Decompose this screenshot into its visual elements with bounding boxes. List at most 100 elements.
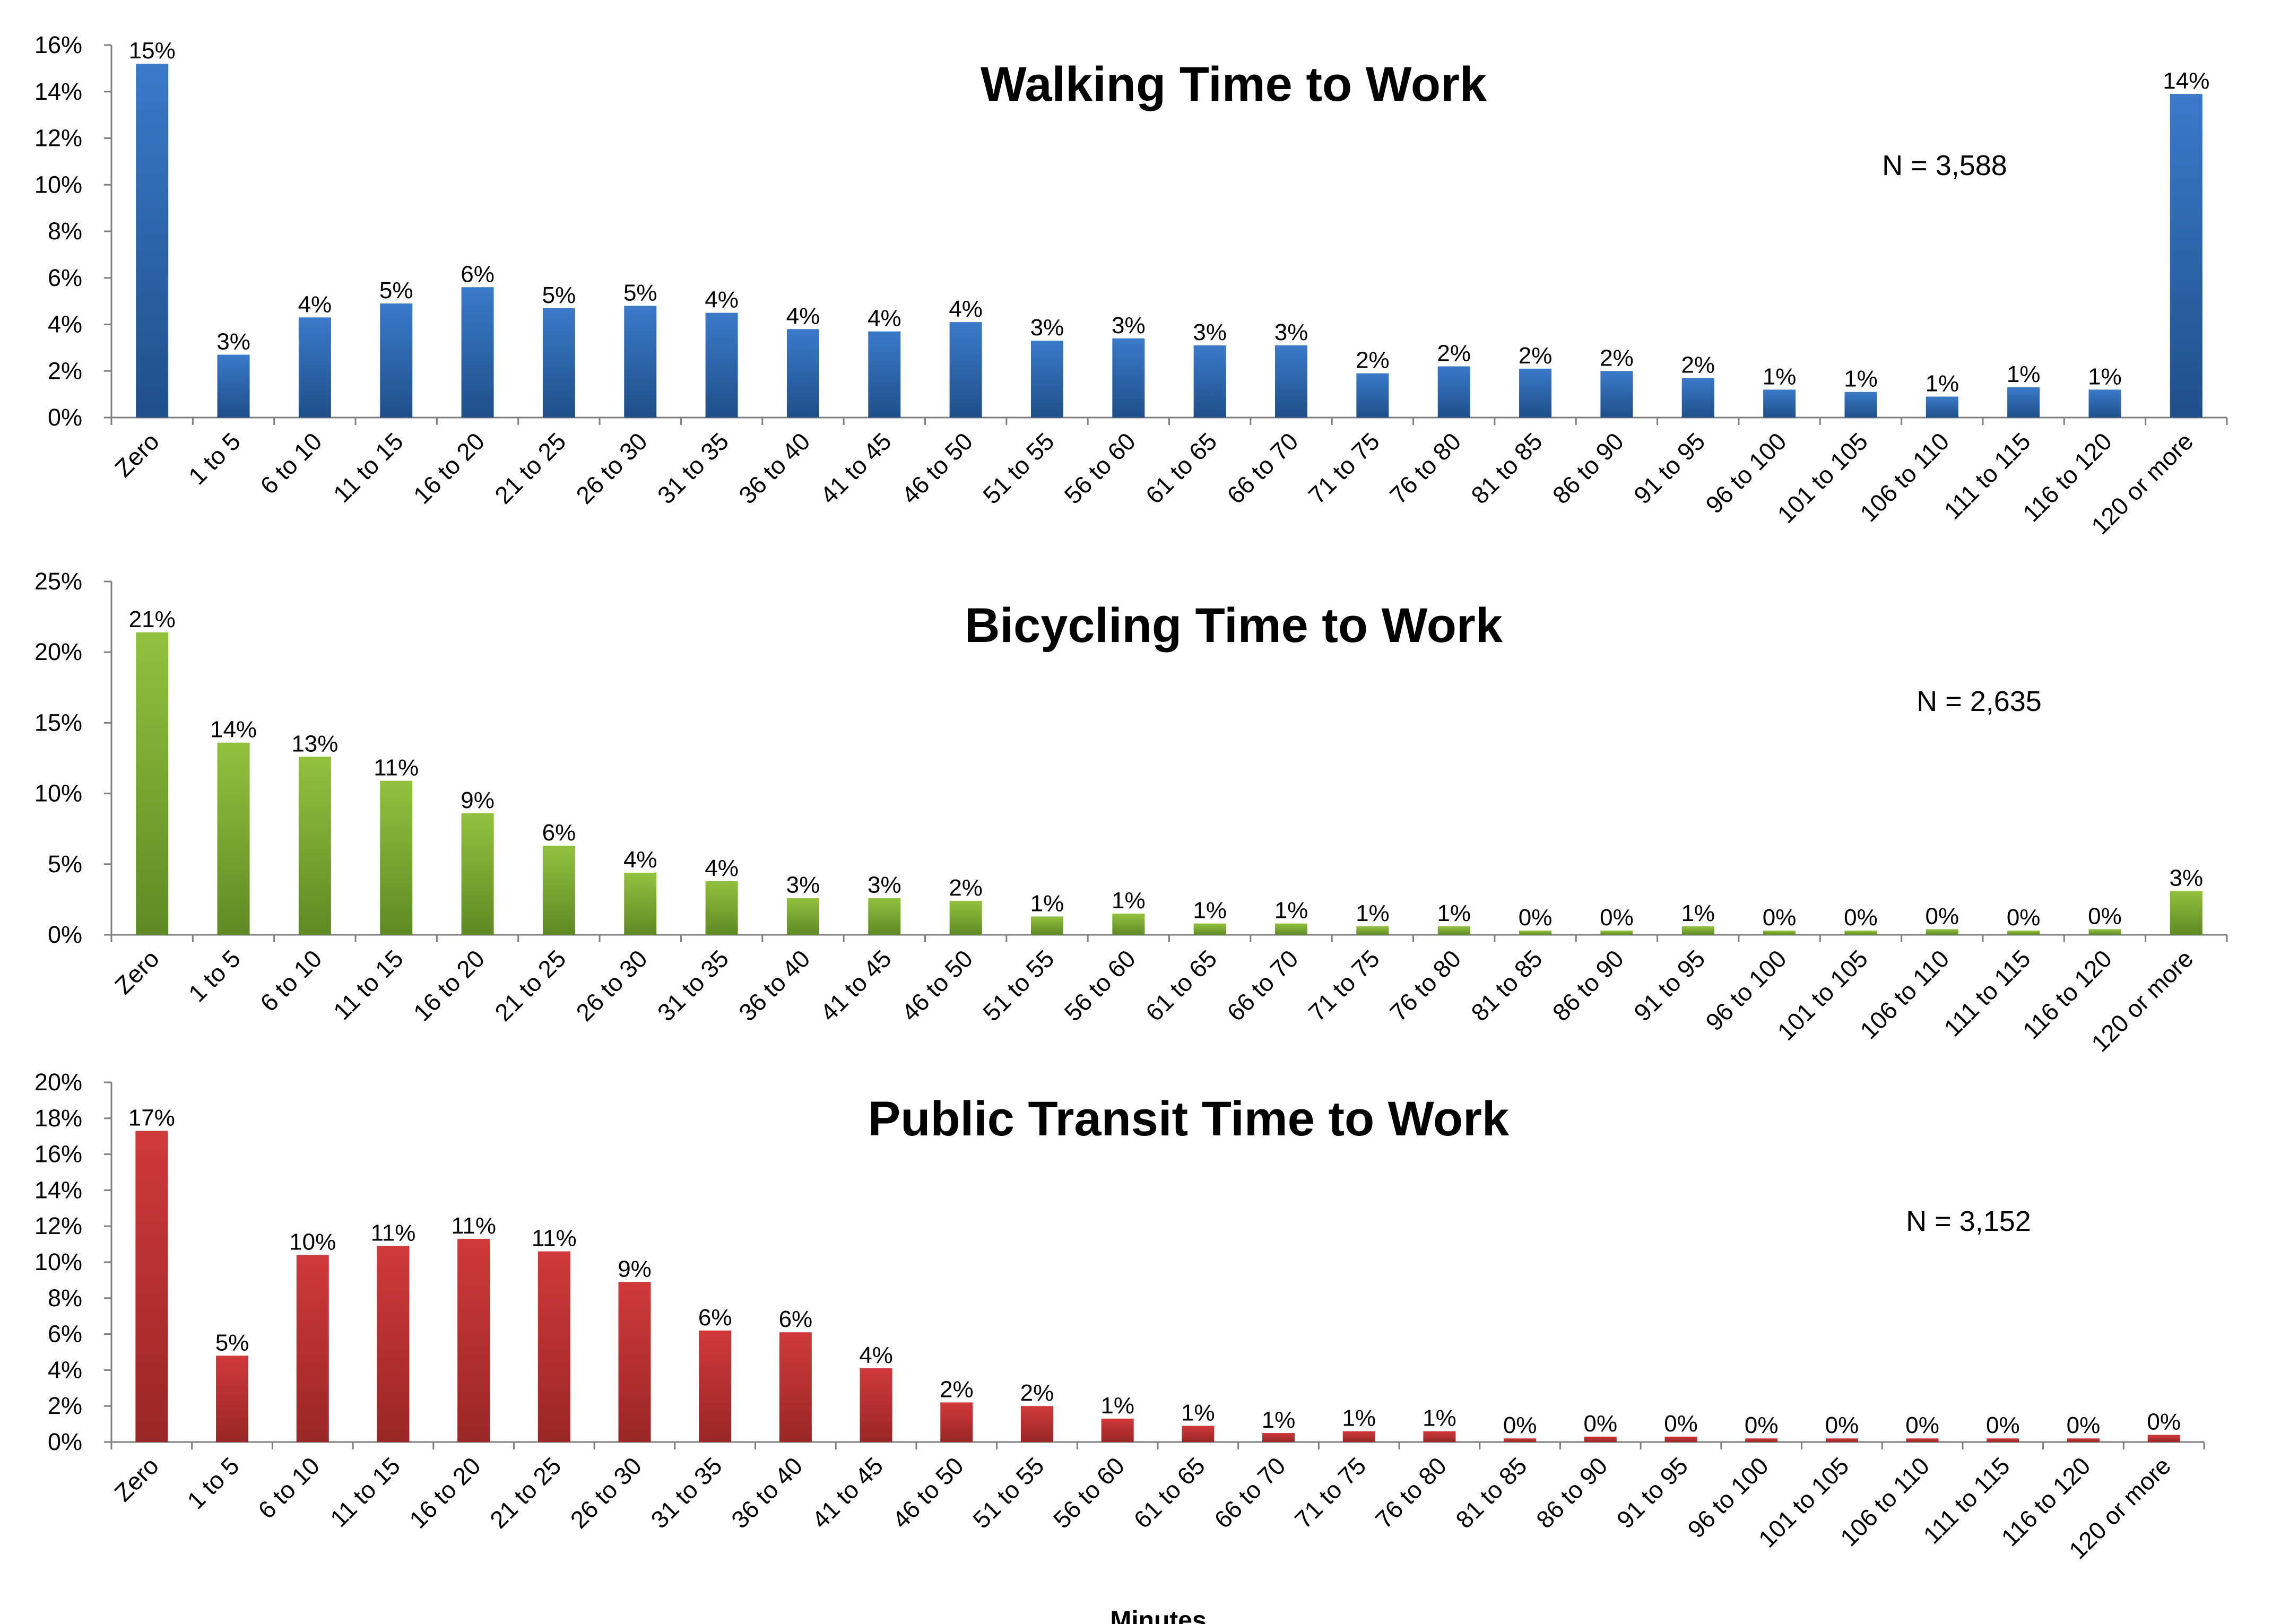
bicycling-data-label: 3% — [868, 872, 901, 898]
transit-y-tick-label: 2% — [48, 1392, 82, 1419]
walking-category-label: 91 to 95 — [1628, 427, 1710, 509]
walking-y-tick-label: 14% — [34, 78, 82, 105]
walking-y-tick-label: 0% — [48, 404, 82, 431]
bicycling-category-label: 91 to 95 — [1628, 944, 1710, 1026]
transit-category-label: 66 to 70 — [1209, 1452, 1290, 1533]
bicycling-bar — [136, 632, 169, 935]
transit-category-label: 76 to 80 — [1370, 1452, 1452, 1533]
transit-bar — [618, 1282, 651, 1442]
bicycling-category-label: 6 to 10 — [255, 944, 327, 1017]
walking-chart: Walking Time to Work N = 3,588 0% 2% 4% 6% 8… — [34, 31, 2228, 540]
walking-data-label: 2% — [1681, 352, 1715, 378]
transit-data-label: 1% — [1423, 1405, 1456, 1431]
walking-data-label: 4% — [298, 291, 332, 317]
bicycling-category-label: 31 to 35 — [652, 944, 734, 1026]
transit-data-label: 0% — [1825, 1412, 1859, 1438]
bicycling-category-label: 66 to 70 — [1221, 944, 1303, 1026]
walking-bar — [461, 287, 494, 418]
transit-bar — [1423, 1431, 1456, 1442]
walking-y-tick-label: 6% — [48, 264, 82, 291]
bicycling-bar — [1275, 923, 1308, 935]
walking-data-label: 6% — [461, 261, 495, 287]
bicycling-bar — [542, 846, 575, 935]
transit-category-label: 51 to 55 — [967, 1452, 1049, 1533]
transit-data-label: 5% — [215, 1330, 249, 1356]
walking-data-label: 3% — [1112, 312, 1146, 338]
bicycling-data-label: 4% — [623, 847, 657, 873]
transit-bar — [779, 1332, 812, 1442]
transit-chart-title: Public Transit Time to Work — [868, 1092, 1510, 1146]
bicycling-bar — [1681, 926, 1714, 935]
bicycling-y-tick-label: 10% — [34, 780, 82, 807]
transit-category-label: 61 to 65 — [1129, 1452, 1210, 1533]
transit-data-label: 10% — [289, 1229, 336, 1255]
bicycling-data-label: 0% — [1925, 903, 1959, 929]
bicycling-data-label: 2% — [949, 875, 983, 901]
transit-y-tick-label: 12% — [34, 1212, 82, 1239]
walking-category-label: 86 to 90 — [1547, 427, 1629, 509]
walking-category-label: 16 to 20 — [408, 427, 490, 509]
transit-data-label: 0% — [1503, 1412, 1537, 1438]
transit-bar — [1020, 1406, 1053, 1442]
walking-data-label: 15% — [129, 38, 176, 64]
transit-category-label: 81 to 85 — [1450, 1452, 1532, 1533]
bicycling-bar — [1437, 926, 1470, 935]
transit-data-label: 1% — [1100, 1393, 1134, 1419]
bicycling-category-label: 61 to 65 — [1140, 944, 1222, 1026]
walking-category-label: 41 to 45 — [815, 427, 897, 509]
transit-category-label: 31 to 35 — [645, 1452, 727, 1533]
bicycling-bar — [461, 813, 494, 935]
walking-category-label: 6 to 10 — [255, 427, 327, 499]
walking-data-label: 4% — [705, 287, 739, 313]
transit-category-label: 11 to 15 — [325, 1452, 405, 1532]
transit-category-label: 71 to 75 — [1289, 1452, 1371, 1533]
transit-bar — [1182, 1426, 1215, 1442]
transit-data-label: 6% — [698, 1305, 732, 1331]
walking-data-label: 1% — [1844, 366, 1878, 392]
bicycling-chart: Bicycling Time to Work N = 2,635 0% 5% 10%… — [34, 568, 2228, 1057]
bicycling-category-label: 26 to 30 — [570, 944, 652, 1026]
transit-category-label: 46 to 50 — [887, 1452, 969, 1533]
bicycling-category-label: 106 to 110 — [1854, 944, 1954, 1044]
transit-bar — [1825, 1438, 1858, 1442]
walking-data-label: 3% — [1274, 319, 1308, 345]
bicycling-category-label: 56 to 60 — [1059, 944, 1141, 1026]
walking-data-label: 14% — [2163, 68, 2209, 94]
transit-data-label: 0% — [2147, 1409, 2181, 1435]
transit-category-label: Zero — [109, 1452, 164, 1507]
transit-data-label: 0% — [1745, 1412, 1779, 1438]
bicycling-bar — [1193, 923, 1226, 935]
walking-category-label: 46 to 50 — [896, 427, 978, 509]
bicycling-data-label: 14% — [210, 717, 257, 743]
bicycling-data-label: 3% — [2170, 865, 2204, 891]
walking-chart-title: Walking Time to Work — [981, 57, 1487, 111]
transit-bar — [1745, 1438, 1778, 1442]
transit-bar — [1101, 1418, 1134, 1442]
transit-category-label: 26 to 30 — [565, 1452, 647, 1533]
transit-bar — [296, 1255, 329, 1442]
walking-data-label: 2% — [1437, 340, 1471, 366]
transit-y-tick-label: 0% — [48, 1428, 82, 1455]
bicycling-bar — [2088, 929, 2121, 935]
walking-category-label: 31 to 35 — [652, 427, 734, 509]
walking-bar — [1275, 345, 1308, 418]
walking-category-label: 26 to 30 — [570, 427, 652, 509]
transit-bar — [1906, 1438, 1939, 1442]
bicycling-data-label: 1% — [1356, 900, 1390, 926]
walking-bar — [786, 329, 819, 418]
walking-bar — [1600, 371, 1633, 418]
transit-data-label: 1% — [1342, 1405, 1376, 1431]
transit-data-label: 6% — [779, 1306, 813, 1332]
bicycling-bar — [1519, 931, 1552, 935]
bicycling-data-label: 0% — [2088, 903, 2122, 929]
transit-bar — [1584, 1436, 1617, 1442]
bicycling-bar — [1030, 916, 1063, 935]
transit-category-label: 86 to 90 — [1531, 1452, 1612, 1533]
transit-data-label: 1% — [1181, 1400, 1215, 1426]
transit-y-tick-label: 4% — [48, 1356, 82, 1383]
bicycling-bar — [380, 780, 413, 935]
bicycling-bar — [786, 898, 819, 935]
bicycling-bar — [1926, 929, 1958, 935]
bicycling-bar — [868, 898, 901, 935]
walking-category-label: 51 to 55 — [977, 427, 1059, 509]
